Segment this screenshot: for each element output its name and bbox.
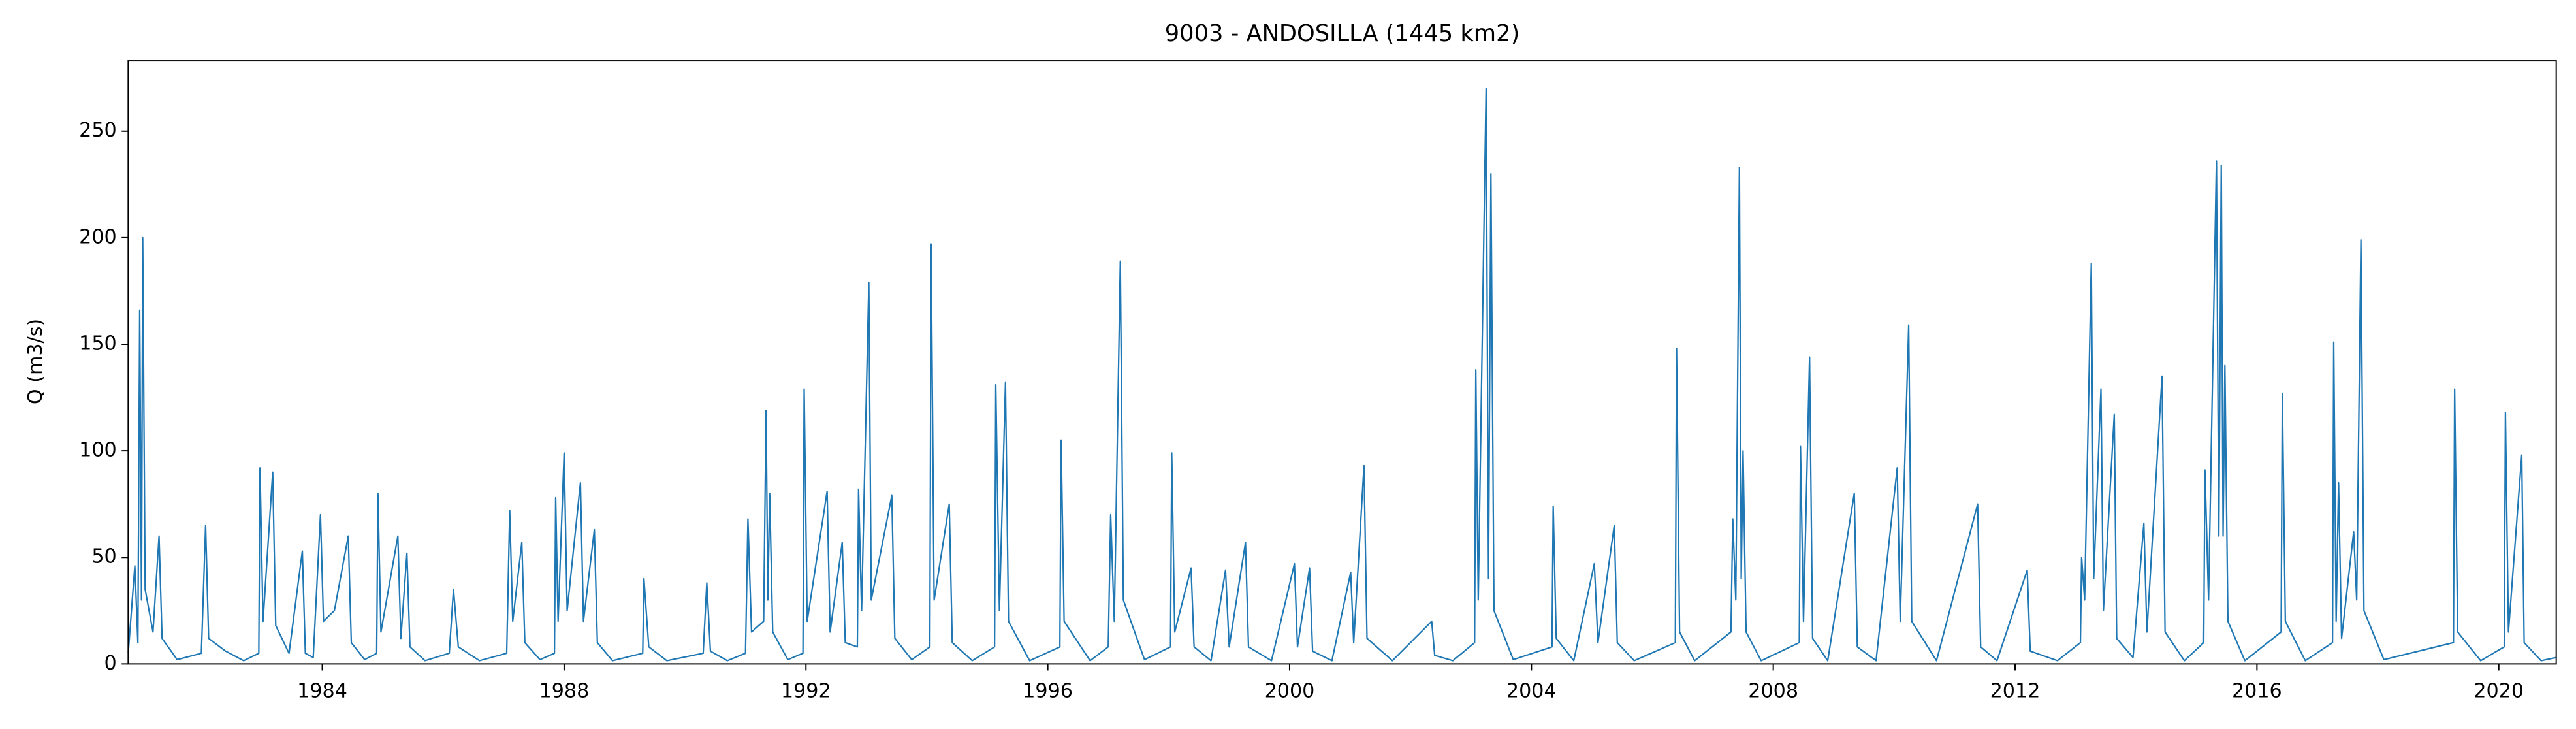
x-tick-label: 1992 <box>781 680 831 703</box>
plot-frame <box>127 60 2557 665</box>
y-tick-label: 150 <box>79 332 117 355</box>
x-tick-label: 2012 <box>1990 680 2041 703</box>
x-tick-label: 2004 <box>1506 680 1557 703</box>
x-tick-label: 1996 <box>1023 680 1073 703</box>
data-line <box>127 88 2556 662</box>
chart-title: 9003 - ANDOSILLA (1445 km2) <box>1165 20 1520 47</box>
x-tick-label: 2000 <box>1265 680 1315 703</box>
x-tick-label: 1984 <box>297 680 347 703</box>
x-tick-label: 2016 <box>2232 680 2282 703</box>
y-axis-label: Q (m3/s) <box>24 319 47 404</box>
x-tick-label: 2008 <box>1748 680 1798 703</box>
y-tick-label: 50 <box>91 545 116 568</box>
x-tick-label: 1988 <box>539 680 590 703</box>
x-tick-label: 2020 <box>2473 680 2524 703</box>
y-tick-label: 0 <box>104 652 117 675</box>
y-tick-label: 250 <box>79 119 117 142</box>
y-tick-label: 100 <box>79 439 117 462</box>
y-tick-label: 200 <box>79 225 117 248</box>
